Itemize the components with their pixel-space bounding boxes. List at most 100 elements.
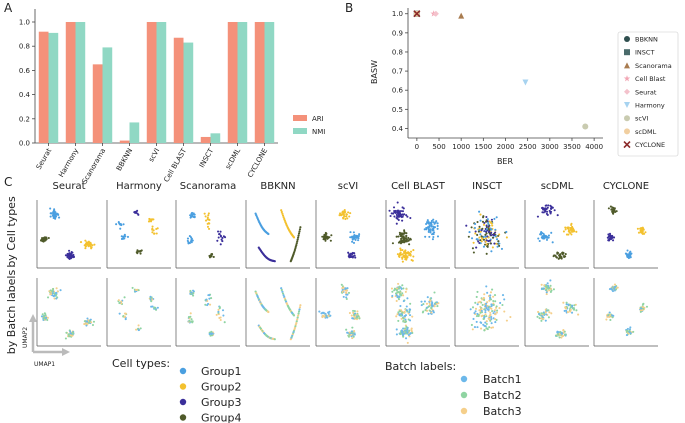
umap-cell-point (351, 255, 354, 258)
umap-cell-point (478, 210, 481, 213)
umap-cell-point (491, 288, 494, 291)
umap-cell-point (402, 213, 405, 216)
umap-cell-point (479, 239, 482, 242)
umap-cell-point (487, 317, 490, 320)
umap-cell-point (472, 241, 475, 244)
umap-cell-point (206, 216, 209, 219)
umap-cell-point (542, 211, 545, 214)
umap-cell-point (68, 254, 71, 257)
umap-cell-point (120, 237, 123, 241)
umap-cell-point (496, 309, 499, 312)
umap-cell-point (428, 228, 431, 231)
umap-cell-point (397, 298, 401, 301)
umap-cell-point (485, 285, 488, 288)
umap-cell-point (69, 330, 72, 333)
umap-cell-point (153, 307, 156, 310)
umap-cell-point (490, 250, 493, 253)
umap-cell-point (297, 232, 301, 235)
panel-label-a: A (4, 1, 13, 15)
umap-cell-point (402, 317, 405, 320)
umap-cell-point (217, 230, 220, 233)
umap-cell-point (487, 308, 490, 311)
umap-cell-point (55, 297, 58, 300)
umap-cell-point (569, 303, 572, 306)
scatter-legend-marker-seurat (624, 88, 630, 95)
umap-cell-point (267, 232, 270, 236)
umap-cell-point (428, 224, 431, 227)
umap-cell-point (68, 335, 71, 338)
umap-cell-point (318, 310, 321, 313)
umap-cell-point (490, 218, 494, 221)
umap-cell-point (489, 227, 492, 230)
umap-cell-point (324, 238, 327, 241)
umap-title-scvi: scVI (338, 181, 359, 192)
umap-cell-point (397, 291, 400, 294)
umap-cell-point (86, 317, 89, 320)
umap-cell-point (563, 333, 566, 336)
cell-type-legend-dot-group1 (179, 367, 187, 375)
umap-cell-point (68, 257, 71, 261)
umap-cell-point (206, 304, 209, 307)
umap-cell-point (611, 290, 615, 293)
y-tick-label-0-2: 0.2 (19, 115, 30, 123)
scatter-legend-marker-harmony (624, 102, 630, 108)
umap-cell-point (352, 335, 355, 338)
umap-cell-point (487, 221, 490, 224)
umap-cell-point (553, 209, 556, 212)
scatter-y-label: BASW (370, 60, 379, 84)
umap-cell-point (494, 228, 497, 231)
umap-cell-point (571, 307, 574, 310)
umap-cell-point (425, 222, 428, 226)
bar-ari-cyclone (254, 22, 265, 143)
cell-type-legend-dot-group2 (179, 383, 187, 390)
scatter-legend-label-seurat: Seurat (635, 88, 657, 96)
umap-cell-point (573, 304, 576, 307)
umap-cell-point (186, 237, 190, 240)
umap-cell-point (569, 308, 572, 311)
umap-cell-point (483, 221, 486, 225)
umap-cell-point (65, 331, 68, 334)
umap-cell-point (471, 247, 474, 250)
umap-cell-point (492, 303, 495, 306)
batch-legend-dot-batch3 (460, 407, 468, 415)
umap-cell-point (397, 319, 400, 322)
umap-cell-point (297, 236, 300, 239)
umap-cell-point (55, 287, 58, 290)
umap-plot-cell-blast-batch (385, 278, 450, 347)
umap-cell-point (399, 235, 402, 238)
panel-label-c: C (4, 175, 12, 189)
scatter-y-tick-label-0-7: 0.7 (392, 68, 403, 76)
umap-cell-point (136, 209, 139, 212)
umap-title-harmony: Harmony (116, 181, 162, 192)
umap-cell-point (188, 319, 191, 322)
umap-cell-point (490, 315, 493, 319)
umap-plot-bbknn-batch (245, 278, 310, 347)
umap-cell-point (484, 325, 487, 328)
umap-cell-point (120, 302, 123, 305)
umap-cell-point (67, 333, 70, 336)
umap-cell-point (488, 239, 491, 242)
point-scanorama (458, 12, 465, 19)
umap-cell-point (217, 308, 220, 311)
umap-cell-point (498, 233, 501, 236)
umap-cell-point (627, 257, 630, 260)
umap-cell-point (219, 316, 222, 319)
umap-cell-point (206, 225, 210, 228)
umap-cell-point (326, 237, 329, 240)
umap-cell-point (629, 332, 632, 335)
umap-cell-point (562, 254, 566, 258)
umap-cell-point (500, 247, 504, 250)
umap-title-cyclone: CYCLONE (603, 181, 649, 192)
umap-cell-point (491, 310, 494, 313)
y-tick-label-0-8: 0.8 (19, 43, 30, 51)
umap-cell-point (358, 233, 361, 236)
umap-cell-point (493, 313, 497, 316)
umap-cell-point (641, 309, 644, 312)
umap-cell-point (565, 309, 568, 312)
umap-x-label: UMAP1 (34, 361, 55, 368)
umap-cell-point (501, 294, 505, 297)
umap-cell-point (431, 233, 434, 236)
umap-cell-point (47, 237, 50, 240)
umap-cell-point (346, 217, 349, 220)
umap-cell-point (545, 204, 548, 207)
